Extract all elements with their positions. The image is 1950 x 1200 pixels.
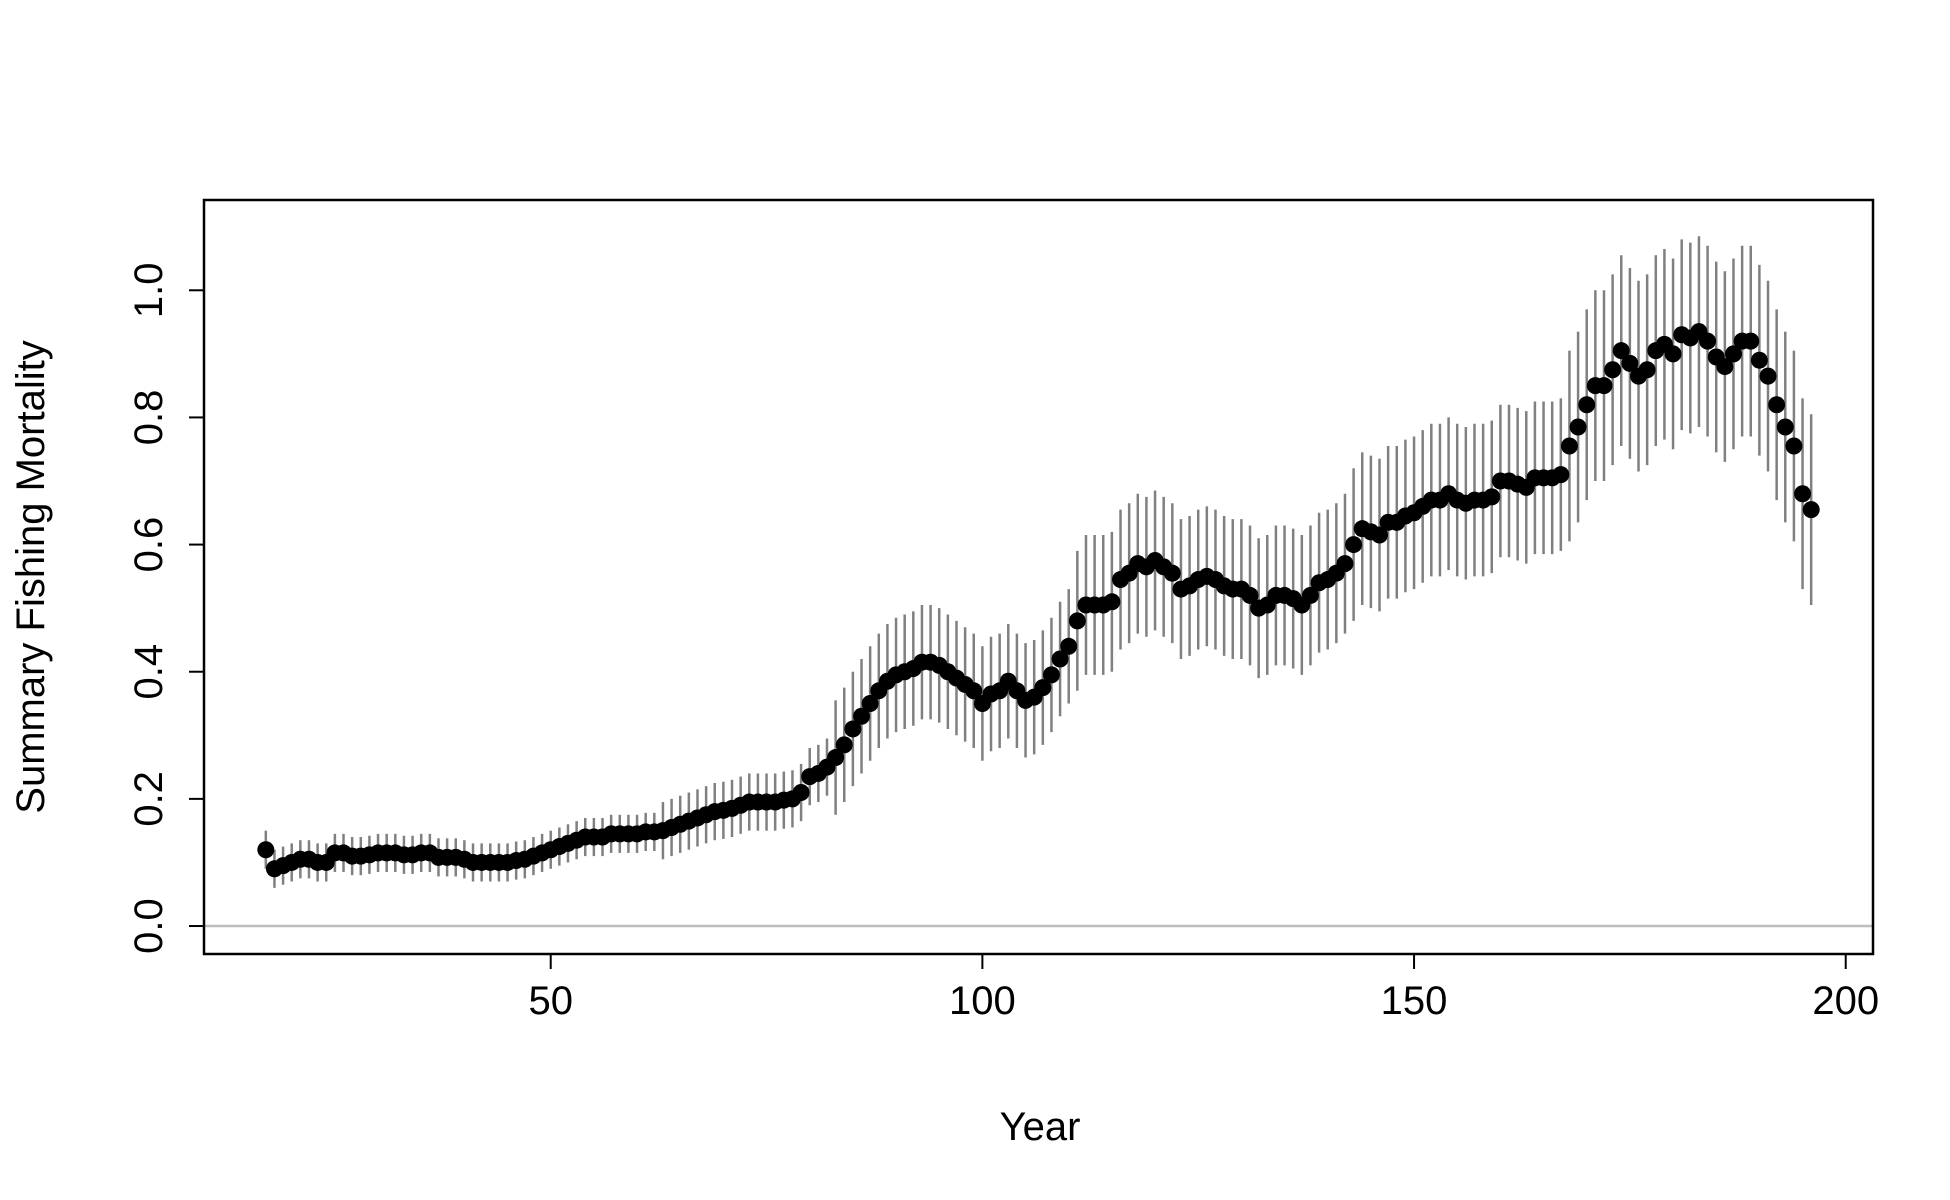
point <box>1742 332 1760 350</box>
point <box>1802 501 1820 519</box>
y-tick-label: 0.2 <box>127 771 171 827</box>
point <box>1638 361 1656 379</box>
point <box>1768 396 1786 414</box>
point <box>1034 679 1052 697</box>
point <box>1595 377 1613 395</box>
point <box>792 784 810 802</box>
point <box>844 720 862 738</box>
y-tick-label: 0.0 <box>127 898 171 954</box>
point <box>1612 342 1630 360</box>
y-tick-label: 1.0 <box>127 262 171 318</box>
point <box>1621 354 1639 372</box>
point <box>1724 345 1742 363</box>
point <box>1699 332 1717 350</box>
point <box>1042 666 1060 684</box>
y-tick-label: 0.8 <box>127 390 171 446</box>
point <box>965 682 983 700</box>
point <box>1560 437 1578 455</box>
point <box>1163 564 1181 582</box>
point <box>1569 418 1587 436</box>
point <box>1371 526 1389 544</box>
point <box>1060 637 1078 655</box>
point <box>1068 612 1086 630</box>
point <box>1759 367 1777 385</box>
point <box>1336 555 1354 573</box>
point <box>1051 650 1069 668</box>
plot-frame <box>202 198 1875 956</box>
x-tick-label: 100 <box>949 979 1016 1023</box>
point <box>1241 586 1259 604</box>
point <box>853 707 871 725</box>
point <box>1345 536 1363 554</box>
x-axis-label: Year <box>1000 1105 1081 1149</box>
point <box>1776 418 1794 436</box>
point <box>1483 488 1501 506</box>
y-axis-label: Summary Fishing Mortality <box>9 340 53 813</box>
point <box>1664 345 1682 363</box>
point <box>827 749 845 767</box>
point <box>1552 466 1570 484</box>
x-tick-label: 150 <box>1381 979 1448 1023</box>
point <box>257 841 275 859</box>
y-tick-label: 0.6 <box>127 517 171 573</box>
point <box>1578 396 1596 414</box>
x-tick-label: 50 <box>528 979 573 1023</box>
point <box>1301 586 1319 604</box>
point <box>1604 361 1622 379</box>
point <box>1716 358 1734 376</box>
point <box>1103 593 1121 611</box>
x-tick-label: 200 <box>1812 979 1879 1023</box>
point <box>1794 485 1812 503</box>
point <box>1785 437 1803 455</box>
point <box>861 695 879 713</box>
point <box>835 736 853 754</box>
y-tick-label: 0.4 <box>127 644 171 700</box>
point <box>1750 351 1768 369</box>
